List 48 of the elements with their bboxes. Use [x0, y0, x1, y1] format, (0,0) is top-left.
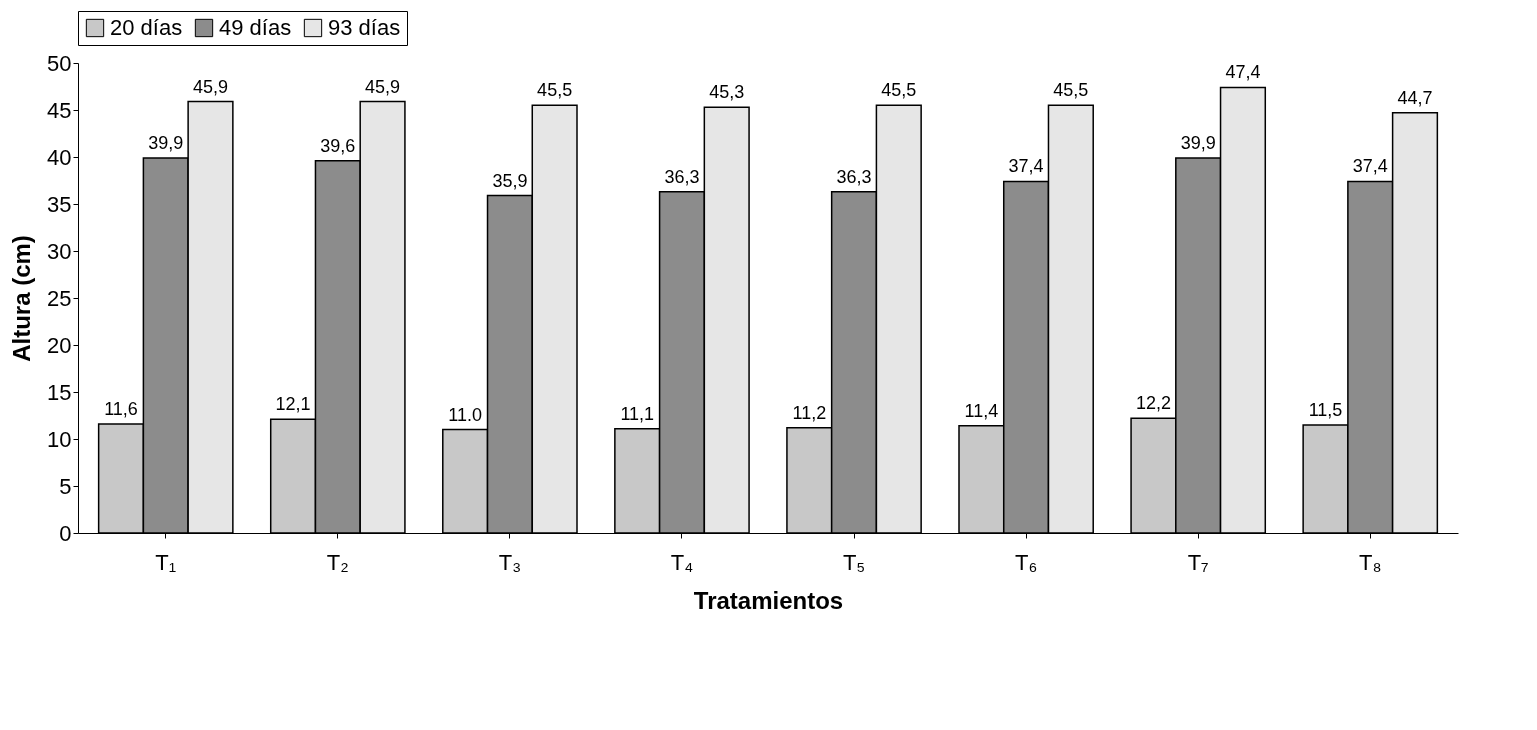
x-tick-label: T₄ [670, 549, 694, 575]
data-label: 47,4 [1225, 62, 1261, 83]
y-tick-label: 25 [47, 285, 72, 311]
data-label: 11,1 [620, 403, 655, 424]
y-tick-label: 5 [59, 473, 72, 499]
x-tick-label: T₂ [326, 549, 349, 575]
data-label: 39,6 [320, 135, 356, 156]
data-label: 45,5 [1053, 80, 1089, 101]
data-label: 45,9 [192, 76, 229, 97]
data-label: 45,9 [365, 76, 401, 97]
data-label: 12,1 [275, 394, 311, 415]
legend-label: 93 días [328, 15, 401, 40]
data-label: 39,9 [148, 132, 184, 153]
y-tick-label: 40 [47, 144, 72, 170]
data-label: 44,7 [1397, 87, 1433, 108]
x-tick-label: T₃ [498, 549, 522, 575]
y-tick-label: 10 [47, 426, 72, 452]
data-label: 11,6 [104, 398, 138, 419]
x-tick-label: T₆ [1014, 549, 1038, 575]
x-tick-label: T₁ [155, 549, 177, 575]
y-tick-label: 30 [47, 238, 72, 264]
data-label: 45,3 [709, 82, 745, 103]
x-axis-title: Tratamientos [693, 586, 844, 614]
data-label: 36,3 [836, 166, 872, 187]
legend-label: 49 días [219, 15, 292, 40]
x-tick-label: T₇ [1187, 549, 1209, 575]
y-axis-title: Altura (cm) [8, 235, 36, 362]
y-tick-label: 45 [47, 97, 72, 123]
data-label: 11,2 [792, 402, 827, 423]
data-label: 12,2 [1135, 393, 1171, 414]
data-label: 37,4 [1352, 156, 1388, 177]
data-label: 11,5 [1308, 399, 1343, 420]
y-tick-label: 15 [47, 379, 72, 405]
data-label: 11.0 [448, 404, 483, 425]
data-label: 45,5 [537, 80, 573, 101]
data-label: 36,3 [664, 166, 700, 187]
legend-label: 20 días [110, 15, 183, 40]
x-tick-label: T₈ [1358, 549, 1382, 575]
y-tick-label: 50 [47, 50, 72, 76]
data-label: 39,9 [1180, 132, 1216, 153]
x-tick-label: T₅ [842, 549, 866, 575]
data-label: 11,4 [964, 400, 999, 421]
y-tick-label: 0 [59, 520, 72, 546]
data-label: 35,9 [492, 170, 528, 191]
y-tick-label: 20 [47, 332, 72, 358]
data-label: 37,4 [1008, 156, 1044, 177]
data-label: 45,5 [881, 80, 917, 101]
y-tick-label: 35 [47, 191, 72, 217]
